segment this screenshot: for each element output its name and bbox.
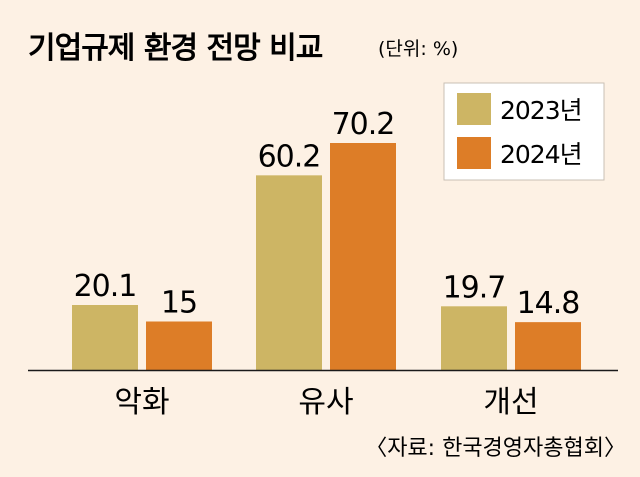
bar-1-1 xyxy=(330,143,396,370)
bar-2-1 xyxy=(515,322,581,370)
data-label-2-0: 19.7 xyxy=(443,270,506,305)
legend-label-2023: 2023년 xyxy=(500,96,582,125)
data-label-2-1: 14.8 xyxy=(517,286,580,321)
chart-unit: (단위: %) xyxy=(378,38,458,60)
data-label-0-0: 20.1 xyxy=(74,269,137,304)
category-labels: 악화 유사 개선 xyxy=(114,385,538,420)
bar-0-0 xyxy=(72,305,138,370)
category-label-2: 개선 xyxy=(483,385,538,420)
category-label-0: 악화 xyxy=(114,385,169,420)
legend: 2023년 2024년 xyxy=(443,82,605,181)
bars-group: 20.1 15 60.2 70.2 19.7 14.8 xyxy=(72,107,581,370)
source-note: 〈자료: 한국경영자총협회〉 xyxy=(365,436,626,461)
legend-swatch-2024 xyxy=(457,137,491,169)
category-label-1: 유사 xyxy=(298,385,353,420)
legend-label-2024: 2024년 xyxy=(500,140,582,169)
legend-swatch-2023 xyxy=(457,93,491,125)
bar-2-0 xyxy=(441,306,507,370)
data-label-1-0: 60.2 xyxy=(258,139,321,174)
chart-title: 기업규제 환경 전망 비교 xyxy=(28,31,323,66)
bar-0-1 xyxy=(146,321,212,370)
bar-1-0 xyxy=(256,175,322,370)
data-label-0-1: 15 xyxy=(161,285,197,320)
data-label-1-1: 70.2 xyxy=(332,107,395,142)
